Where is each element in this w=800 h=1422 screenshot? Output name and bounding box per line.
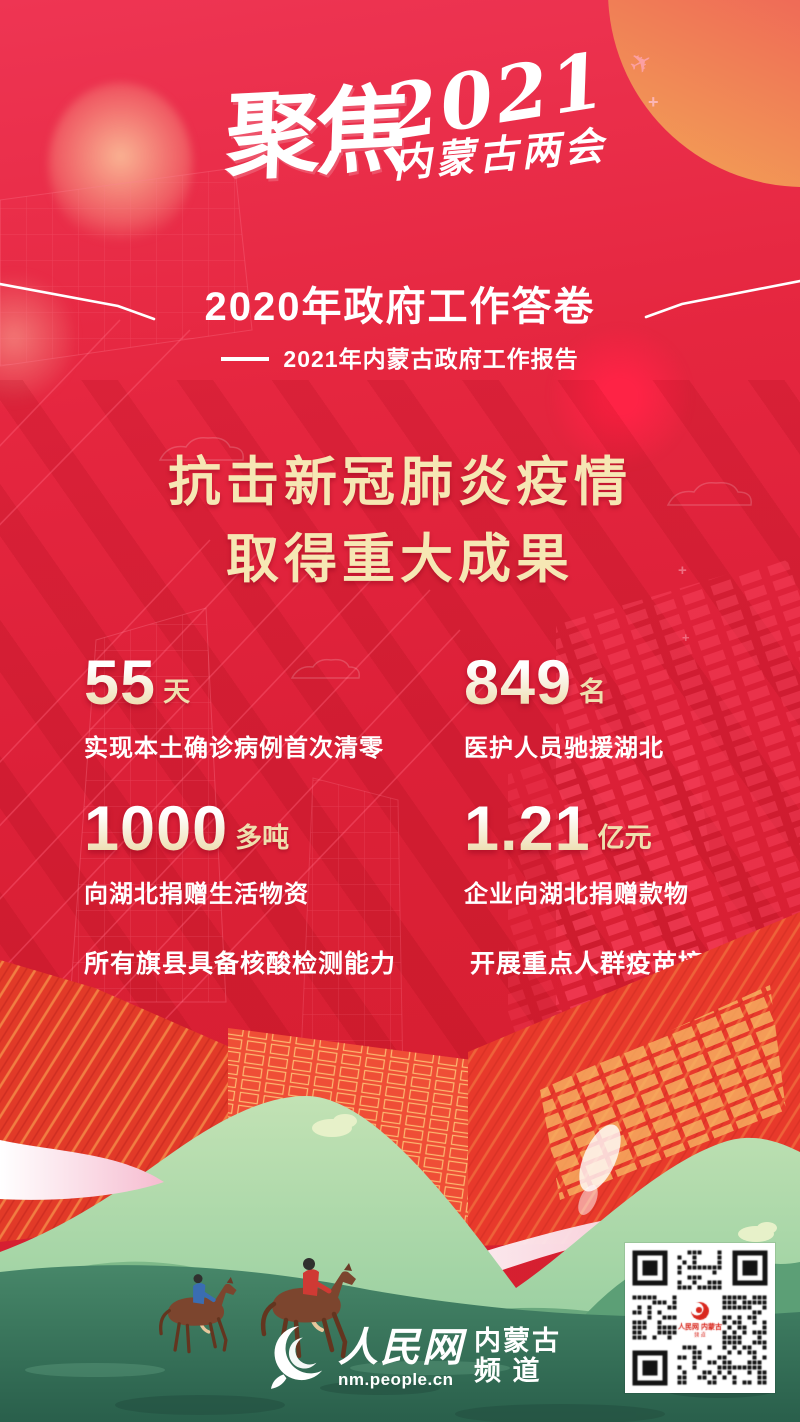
stat-value: 1.21 [464, 794, 591, 864]
landscape [0, 912, 800, 1422]
stat-caption: 实现本土确诊病例首次清零 [84, 735, 384, 762]
stat-value: 55 [84, 648, 157, 718]
title-side-lines [0, 279, 800, 321]
stat-caption: 向湖北捐赠生活物资 [84, 881, 309, 908]
stat-unit: 天 [163, 677, 191, 707]
sparkle-icon: + [682, 630, 690, 645]
footer-brand-name: 人民网 [338, 1326, 464, 1370]
page-subtitle: 2021年内蒙古政府工作报告 [0, 340, 800, 374]
stat-donation-yuan: 1.21 亿元 企业向湖北捐赠款物 [464, 798, 689, 909]
stat-caption: 企业向湖北捐赠款物 [464, 881, 689, 908]
stat-days-to-zero: 55 天 实现本土确诊病例首次清零 [84, 652, 384, 763]
page-title: 2020年政府工作答卷 [204, 285, 596, 329]
sparkle-icon: + [678, 562, 687, 579]
stat-value: 849 [464, 648, 573, 718]
red-glow-circle [545, 322, 695, 472]
stat-caption: 医护人员驰援湖北 [464, 735, 664, 762]
cloud [312, 1114, 777, 1242]
stat-unit: 多吨 [235, 823, 290, 853]
highlight-nucleic-testing: 所有旗县具备核酸检测能力 [84, 950, 397, 978]
subtitle-dash [221, 357, 270, 361]
peoples-network-crescent-icon [270, 1326, 323, 1389]
stat-value: 1000 [84, 794, 229, 864]
stat-medical-staff: 849 名 医护人员驰援湖北 [464, 652, 664, 763]
headline-line2: 取得重大成果 [226, 530, 574, 589]
qr-code-canvas [625, 1243, 775, 1393]
sparkle-icon: + [648, 92, 659, 112]
footer-channel-line2: 频 道 [474, 1356, 542, 1386]
stat-unit: 亿元 [597, 823, 652, 853]
footer-channel-line1: 内蒙古 [474, 1326, 561, 1356]
footer-brand-url: nm.people.cn [338, 1370, 454, 1389]
headline: 抗击新冠肺炎疫情 取得重大成果 [0, 444, 800, 598]
horse-rider-blue [159, 1274, 237, 1354]
headline-line1: 抗击新冠肺炎疫情 [168, 453, 632, 512]
stat-unit: 名 [579, 677, 607, 707]
footer-brand: 人民网 nm.people.cn 内蒙古 频 道 [270, 1324, 561, 1390]
subtitle-text: 2021年内蒙古政府工作报告 [283, 346, 579, 372]
horse-rider-red [260, 1258, 356, 1359]
stat-supplies-tons: 1000 多吨 向湖北捐赠生活物资 [84, 798, 309, 909]
qr-code [625, 1243, 775, 1393]
